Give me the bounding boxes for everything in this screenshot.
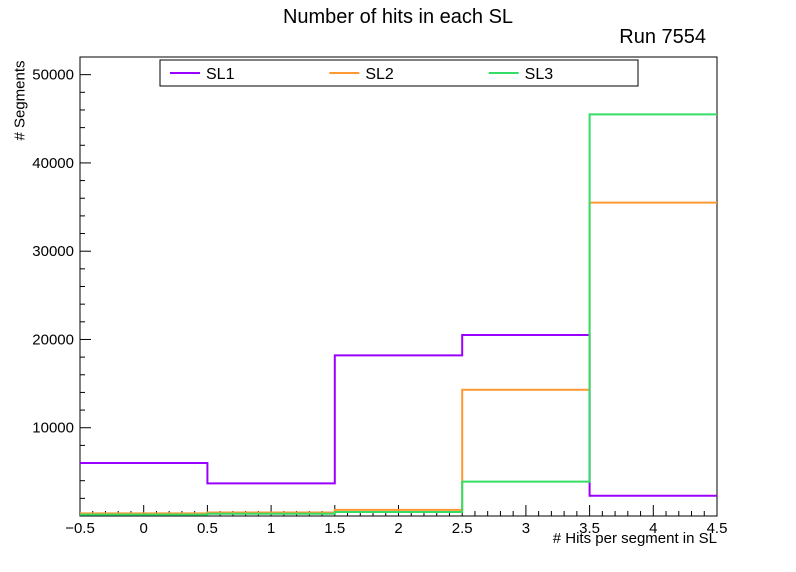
legend-box bbox=[159, 59, 639, 87]
y-tick-label: 50000 bbox=[32, 67, 74, 84]
y-tick-label: 10000 bbox=[32, 420, 74, 437]
x-tick-label: 0.5 bbox=[197, 520, 218, 537]
plot-frame bbox=[79, 56, 718, 517]
x-tick-label: 1.5 bbox=[324, 520, 345, 537]
y-tick-label: 30000 bbox=[32, 243, 74, 260]
chart-title: Number of hits in each SL bbox=[282, 6, 514, 28]
x-tick-label: 0 bbox=[140, 520, 148, 537]
x-tick-label: 2.5 bbox=[452, 520, 473, 537]
run-number-label: Run 7554 bbox=[619, 26, 706, 48]
y-axis-title: # Segments bbox=[11, 60, 29, 141]
legend-label-SL2: SL2 bbox=[365, 66, 394, 83]
legend-label-SL1: SL1 bbox=[206, 66, 235, 83]
x-tick-label: 1 bbox=[267, 520, 275, 537]
x-axis-title: # Hits per segment in SL bbox=[552, 530, 717, 547]
y-tick-label: 40000 bbox=[32, 155, 74, 172]
legend-label-SL3: SL3 bbox=[525, 66, 554, 83]
x-tick-label: 3.5 bbox=[579, 520, 600, 537]
histogram-series-SL2 bbox=[80, 201, 717, 515]
histogram-series-SL3 bbox=[80, 113, 717, 516]
y-tick-label: 20000 bbox=[32, 331, 74, 348]
histogram-series-SL1 bbox=[80, 334, 717, 497]
x-tick-label: 3 bbox=[522, 520, 530, 537]
x-tick-label: 4.5 bbox=[707, 520, 728, 537]
x-tick-label: 2 bbox=[394, 520, 402, 537]
x-tick-label: −0.5 bbox=[65, 520, 95, 537]
x-tick-label: 4 bbox=[649, 520, 657, 537]
